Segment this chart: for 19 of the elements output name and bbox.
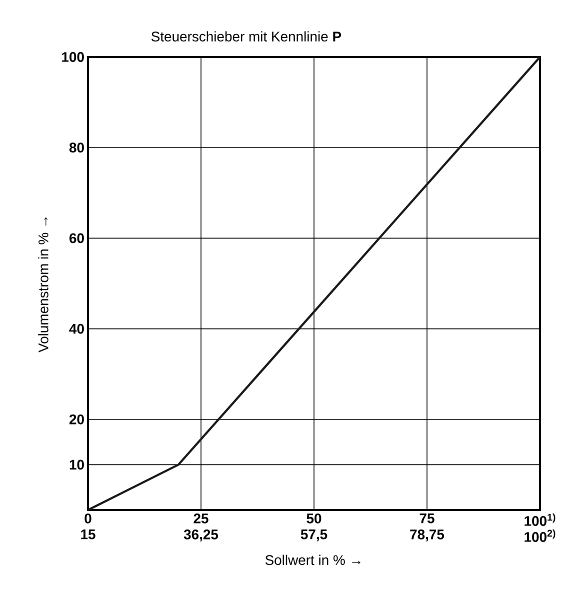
y-tick-label: 60 (69, 233, 84, 244)
x2-tick-label: 100$^{2)}$ (524, 530, 556, 542)
y-axis-title: Volumenstrom in % → (38, 217, 48, 352)
y-tick-label: 40 (69, 324, 84, 334)
x-tick-label: 75 (420, 514, 434, 524)
x-tick-label: 50 (306, 514, 322, 524)
x-axis-title: Sollwert in % → (265, 554, 360, 566)
y-tick-label: 80 (69, 142, 84, 153)
y-tick-label: 20 (69, 414, 84, 424)
x2-tick-label: 57,5 (300, 530, 328, 542)
x-tick-label: 25 (194, 514, 208, 524)
x2-tick-label: 15 (81, 530, 96, 540)
x2-tick-label: 36,25 (184, 530, 218, 542)
y-tick-label: 10 (70, 460, 84, 470)
x2-tick-label: 78,75 (410, 530, 444, 542)
x-tick-label: 0 (84, 514, 92, 524)
chart-title: Steuerschieber mit Kennlinie P (151, 31, 342, 42)
y-tick-label: 100 (62, 52, 84, 62)
x-tick-label: 100$^{1)}$ (524, 514, 556, 526)
